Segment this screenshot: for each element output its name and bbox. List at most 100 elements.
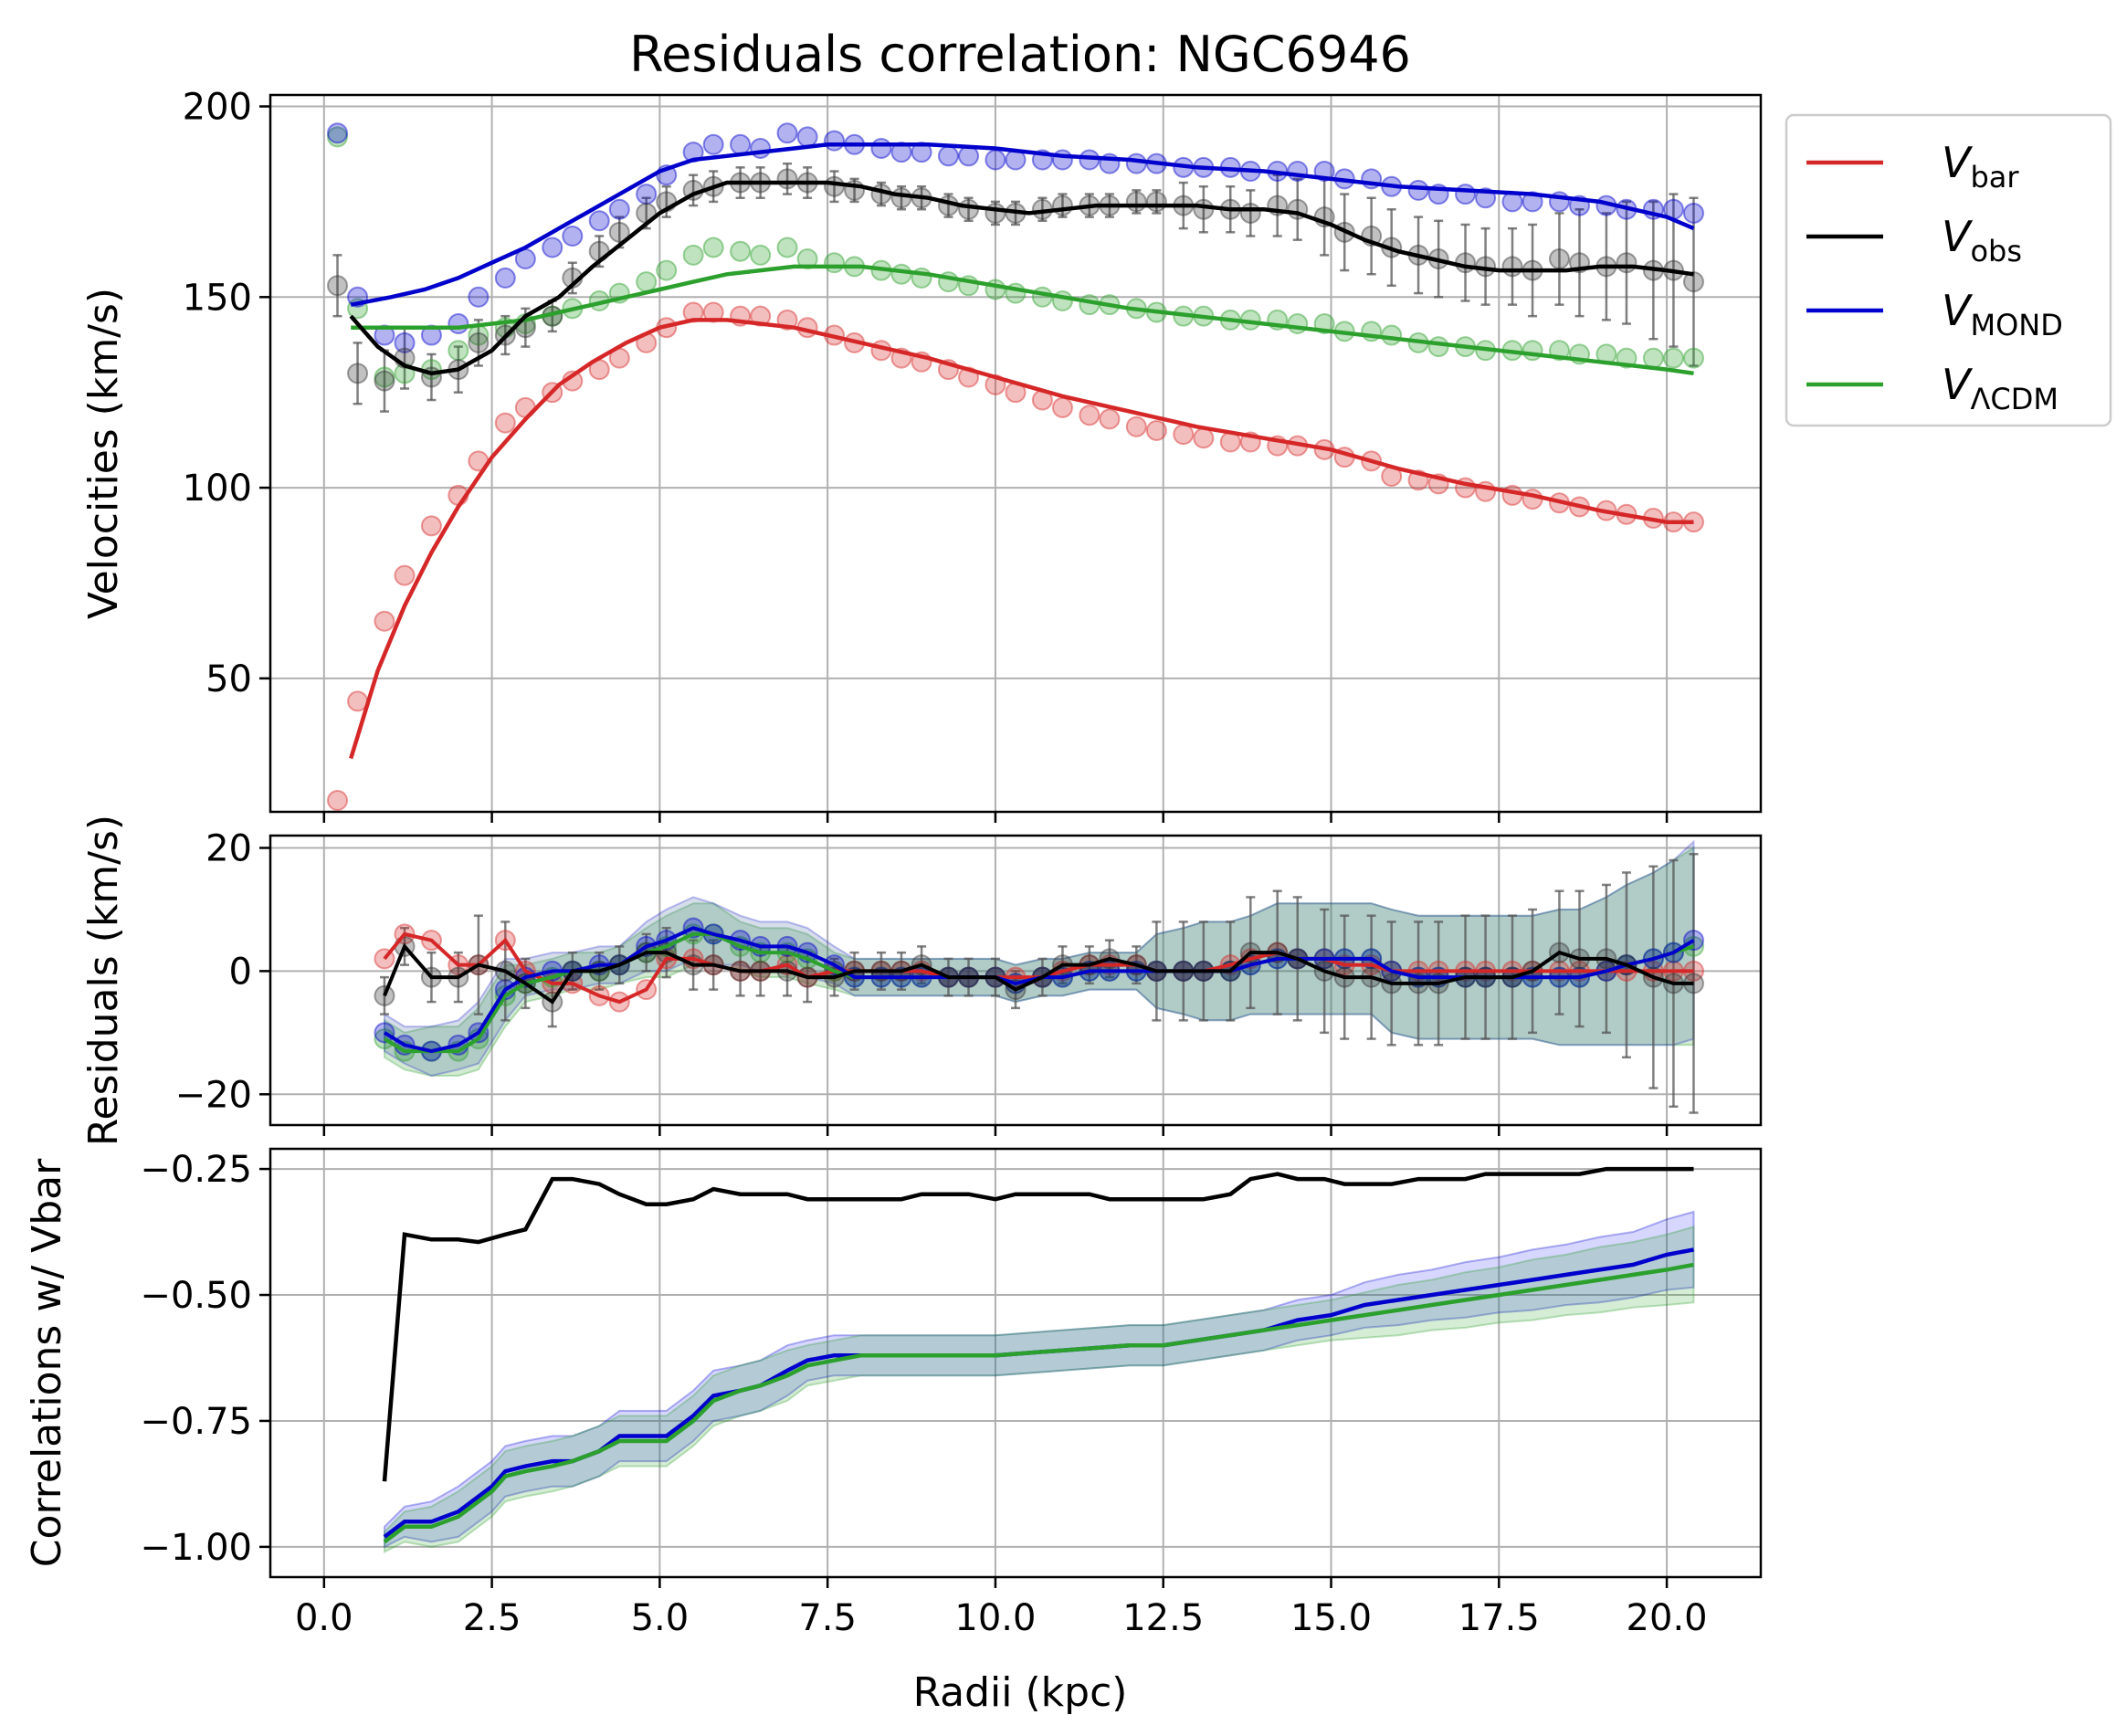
obs-point	[327, 275, 349, 297]
lcdm-point	[374, 366, 395, 388]
lcdm-point	[824, 252, 846, 274]
obs-point	[1125, 191, 1147, 213]
mond-point	[494, 267, 516, 289]
bar-point	[394, 564, 416, 586]
lcdm-point	[448, 340, 469, 362]
plot-area-velocities	[327, 122, 1704, 811]
panel-frame	[269, 93, 1763, 814]
mond-point	[327, 122, 349, 144]
mond-point	[562, 225, 584, 247]
mond-point	[588, 210, 610, 232]
lcdm-point	[776, 237, 798, 258]
y-tick-label: 200	[183, 87, 252, 129]
y-tick-label: 100	[183, 468, 252, 510]
obs-point	[776, 168, 798, 190]
mond-series-line	[350, 142, 1695, 307]
bar-point	[1145, 419, 1167, 441]
plot-area-correlations	[382, 1166, 1695, 1554]
bar-point	[1173, 424, 1195, 446]
legend-label-mond: VMOND	[1942, 286, 2063, 342]
y-tick-label: −0.25	[140, 1149, 252, 1191]
x-tick-label: 5.0	[631, 1597, 690, 1639]
x-tick-label: 15.0	[1290, 1597, 1372, 1639]
panels: 50 100 150 200 Velocities (km/s) −20 0 20 Residu…	[24, 87, 1763, 1639]
mond-point	[1287, 161, 1309, 183]
mond-point	[1407, 179, 1429, 201]
bar-point	[420, 515, 442, 537]
legend: Vbar Vobs VMOND VΛCDM	[1785, 113, 2112, 427]
lcdm-point	[656, 259, 678, 281]
plot-area-residuals	[374, 839, 1704, 1114]
obs-point	[1051, 195, 1073, 216]
mond-point	[1455, 184, 1477, 205]
obs-point	[958, 198, 980, 220]
mond-point	[985, 149, 1006, 171]
bar-point	[1051, 396, 1073, 418]
x-tick-label: 20.0	[1627, 1597, 1708, 1639]
bar-point	[374, 610, 395, 632]
legend-label-lcdm: VΛCDM	[1942, 360, 2059, 416]
mond-point	[870, 137, 892, 159]
obs-series-line	[349, 180, 1694, 376]
obs-residual-line	[383, 942, 1694, 1005]
mond-point	[730, 133, 752, 155]
panel-residuals: −20 0 20 Residuals (km/s)	[80, 815, 1763, 1146]
lcdm-correlation-band	[384, 1226, 1695, 1554]
obs-point	[1616, 252, 1637, 274]
lcdm-point	[1381, 324, 1403, 346]
panel-frame	[269, 1147, 1763, 1579]
lcdm-point	[1522, 340, 1543, 362]
mond-point	[542, 237, 563, 258]
lcdm-point	[327, 126, 349, 148]
lcdm-point	[1031, 286, 1053, 308]
mond-correlation-band	[384, 1210, 1695, 1549]
obs-point	[468, 331, 490, 353]
mond-point	[468, 286, 490, 308]
lcdm-series-line	[351, 264, 1694, 376]
bar-point	[1079, 405, 1100, 426]
x-tick-label: 17.5	[1458, 1597, 1540, 1639]
y-axis-label: Residuals (km/s)	[80, 815, 127, 1146]
bar-point	[1099, 408, 1121, 430]
lcdm-point	[730, 240, 752, 262]
y-tick-label: −20	[175, 1074, 252, 1116]
legend-label-bar: Vbar	[1942, 138, 2019, 195]
obs-point	[347, 363, 369, 384]
lcdm-point	[682, 244, 704, 266]
x-tick-label: 7.5	[798, 1597, 857, 1639]
y-tick-label: −0.50	[140, 1275, 252, 1317]
lcdm-point	[1642, 347, 1664, 369]
mond-point	[608, 198, 630, 220]
mond-point	[1125, 153, 1147, 174]
lcdm-point	[1662, 347, 1684, 369]
mond-point	[448, 313, 469, 335]
obs-point	[1193, 198, 1215, 220]
y-tick-label: 20	[205, 827, 252, 869]
obs-point	[374, 370, 395, 392]
x-tick-label: 10.0	[954, 1597, 1036, 1639]
x-axis-label: Radii (kpc)	[913, 1669, 1128, 1716]
mond-point	[1051, 149, 1073, 171]
obs-point	[1548, 248, 1570, 270]
panel-frame	[269, 834, 1763, 1127]
lcdm-point	[1287, 313, 1309, 335]
lcdm-point	[890, 263, 912, 285]
x-tick-label: 2.5	[463, 1597, 521, 1639]
panel-velocities: 50 100 150 200 Velocities (km/s)	[80, 87, 1763, 823]
obs-point	[824, 175, 846, 197]
bar-point	[1193, 427, 1215, 449]
x-tick-label: 0.0	[295, 1597, 353, 1639]
y-axis-label: Correlations w/ Vbar	[24, 1158, 70, 1567]
lcdm-point	[750, 244, 772, 266]
obs-point	[1145, 191, 1167, 213]
bar-point	[1501, 484, 1523, 506]
lcdm-point	[702, 237, 724, 258]
x-tick-label: 12.5	[1122, 1597, 1204, 1639]
lcdm-point	[1427, 336, 1449, 358]
bar-point	[327, 789, 349, 811]
obs-point	[890, 187, 912, 209]
obs-point	[1501, 256, 1523, 278]
mond-point	[796, 126, 818, 148]
y-axis-label: Velocities (km/s)	[80, 288, 127, 619]
